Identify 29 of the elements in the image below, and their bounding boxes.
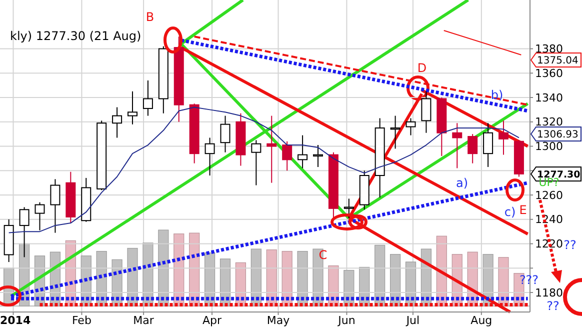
y-tick-label: 1360 [535,66,563,80]
text: 1306.93 [537,130,578,140]
annotation: D [417,61,427,76]
x-tick-label: Apr [202,314,222,327]
y-tick-label: 1320 [535,116,563,129]
text: ?? [546,299,560,314]
annotation: b) [490,88,504,102]
y-tick-label: 1380 [535,42,563,56]
y-tick-label: 1260 [535,188,563,202]
y-tick-label: 1300 [535,140,563,154]
x-tick-label: May [266,314,290,327]
y-tick-label: 1180 [535,286,563,300]
text: ?? [564,238,576,252]
x-tick-label: Mar [133,314,154,327]
x-tick-label: Feb [72,314,92,327]
annotation: B [146,10,154,24]
annotation: ??? [519,273,539,288]
y-tick-label: 1340 [535,91,563,104]
text: 1375.04 [537,56,578,66]
x-tick-label: Jun [337,314,356,327]
annotation: E [519,203,527,218]
x-tick-label: Jul [405,314,420,327]
x-tick-label: 2014 [0,314,31,327]
annotation: C [318,248,328,262]
annotation: c) [504,205,516,220]
x-tick-label: Aug [470,314,492,327]
y-tick-label: 1220 [535,238,563,251]
annotation: a) [456,176,468,190]
text: kly) 1277.30 (21 Aug) [10,29,142,43]
